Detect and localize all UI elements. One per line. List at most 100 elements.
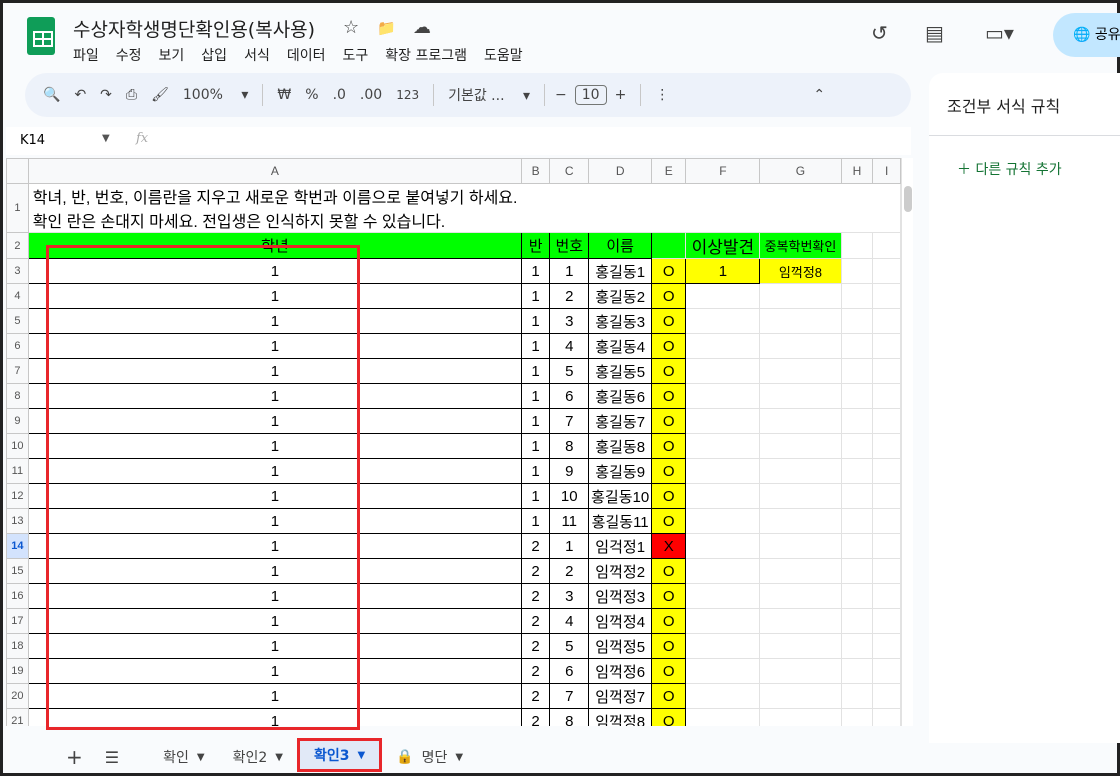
column-header[interactable]: A (27, 158, 522, 184)
search-icon[interactable]: 🔍 (43, 87, 61, 103)
decrease-decimal-button[interactable]: .0 (332, 87, 346, 103)
class-cell[interactable]: 2 (520, 658, 551, 684)
header-duplicate[interactable]: 중복학번확인 (759, 232, 842, 259)
cell[interactable] (840, 483, 874, 509)
name-cell[interactable]: 임꺽정4 (588, 608, 653, 634)
cell[interactable] (840, 308, 874, 334)
row-header[interactable]: 18 (6, 633, 29, 659)
check-cell[interactable]: O (651, 283, 687, 309)
grade-cell[interactable]: 1 (27, 658, 522, 684)
name-cell[interactable]: 임꺽정2 (588, 558, 653, 584)
check-cell[interactable]: X (651, 533, 687, 559)
font-size-decrease[interactable]: − (555, 87, 567, 103)
cell[interactable] (840, 583, 874, 609)
name-box-dropdown-icon[interactable]: ▼ (102, 133, 110, 144)
caret-down-icon[interactable]: ▼ (275, 751, 283, 763)
name-cell[interactable]: 홍길동3 (588, 308, 653, 334)
number-cell[interactable]: 7 (549, 408, 590, 434)
redo-icon[interactable]: ↷ (100, 87, 112, 103)
class-cell[interactable]: 2 (520, 558, 551, 584)
cell[interactable] (872, 232, 901, 259)
font-size-input[interactable]: 10 (574, 85, 607, 105)
cell[interactable] (840, 458, 874, 484)
cell[interactable] (872, 333, 901, 359)
row-header[interactable]: 10 (6, 433, 29, 459)
caret-down-icon[interactable]: ▼ (455, 751, 464, 763)
menu-item[interactable]: 보기 (158, 48, 185, 64)
row-header[interactable]: 12 (6, 483, 29, 509)
font-size-increase[interactable]: + (614, 87, 627, 103)
cell[interactable] (685, 283, 761, 309)
class-cell[interactable]: 1 (520, 308, 551, 334)
move-folder-icon[interactable]: 📁 (377, 19, 396, 37)
cell[interactable] (759, 358, 842, 384)
header-number[interactable]: 번호 (549, 232, 590, 259)
check-cell[interactable]: O (651, 258, 687, 284)
name-cell[interactable]: 홍길동9 (588, 458, 653, 484)
more-icon[interactable]: ⋮ (655, 87, 670, 103)
name-cell[interactable]: 홍길동2 (588, 283, 653, 309)
collapse-toolbar-icon[interactable]: ⌃ (813, 87, 826, 103)
cell[interactable] (872, 258, 901, 284)
cell[interactable] (685, 458, 761, 484)
check-cell[interactable]: O (651, 433, 687, 459)
class-cell[interactable]: 1 (520, 258, 551, 284)
zoom-select[interactable]: 100% ▾ (182, 87, 249, 103)
number-cell[interactable]: 2 (549, 283, 590, 309)
document-title[interactable]: 수상자학생명단확인용(복사용) (73, 19, 316, 41)
number-cell[interactable]: 3 (549, 308, 590, 334)
cell[interactable] (872, 658, 901, 684)
percent-button[interactable]: % (305, 87, 319, 103)
name-cell[interactable]: 홍길동5 (588, 358, 653, 384)
font-select[interactable]: 기본값 ... ▾ (448, 88, 531, 104)
cell[interactable] (685, 558, 761, 584)
cell-a1[interactable]: 학녀, 반, 번호, 이름란을 지우고 새로운 학번과 이름으로 붙여넣기 하세… (27, 183, 522, 233)
column-header[interactable]: I (872, 158, 901, 184)
check-cell[interactable]: O (651, 658, 687, 684)
anomaly-cell[interactable]: 1 (685, 258, 761, 284)
cell[interactable] (840, 533, 874, 559)
cell[interactable] (759, 533, 842, 559)
cell[interactable] (759, 658, 842, 684)
check-cell[interactable]: O (651, 408, 687, 434)
cell[interactable] (759, 433, 842, 459)
number-cell[interactable]: 1 (549, 533, 590, 559)
select-all-corner[interactable] (6, 158, 29, 184)
number-cell[interactable]: 8 (549, 708, 590, 726)
meet-icon[interactable]: ▭▾ (985, 21, 1014, 45)
cell[interactable] (841, 183, 873, 233)
cell[interactable] (840, 258, 874, 284)
row-header[interactable]: 7 (6, 358, 29, 384)
cell[interactable] (759, 633, 842, 659)
menu-item[interactable]: 서식 (244, 48, 270, 64)
grade-cell[interactable]: 1 (27, 508, 522, 534)
row-header[interactable]: 17 (6, 608, 29, 634)
increase-decimal-button[interactable]: .00 (359, 87, 383, 103)
grade-cell[interactable]: 1 (27, 533, 522, 559)
number-cell[interactable]: 2 (549, 558, 590, 584)
version-history-icon[interactable]: ↺ (871, 21, 888, 45)
cell[interactable] (840, 383, 874, 409)
number-cell[interactable]: 11 (549, 508, 590, 534)
cell[interactable] (872, 183, 901, 233)
cell[interactable] (685, 333, 761, 359)
cell[interactable] (872, 608, 901, 634)
number-cell[interactable]: 6 (549, 658, 590, 684)
cell[interactable] (685, 508, 761, 534)
cell[interactable] (872, 708, 901, 726)
cell[interactable] (759, 583, 842, 609)
row-header[interactable]: 21 (6, 708, 29, 726)
menu-item[interactable]: 파일 (73, 48, 99, 64)
vertical-scrollbar[interactable] (901, 158, 913, 726)
caret-down-icon[interactable]: ▼ (196, 751, 205, 763)
check-cell[interactable]: O (651, 458, 687, 484)
check-cell[interactable]: O (651, 358, 687, 384)
cell[interactable] (840, 283, 874, 309)
cell[interactable] (872, 283, 901, 309)
cell[interactable] (588, 183, 652, 233)
row-header[interactable]: 11 (6, 458, 29, 484)
number-cell[interactable]: 10 (549, 483, 590, 509)
menu-item[interactable]: 수정 (115, 48, 142, 64)
cell[interactable] (840, 683, 874, 709)
row-header[interactable]: 5 (6, 308, 29, 334)
